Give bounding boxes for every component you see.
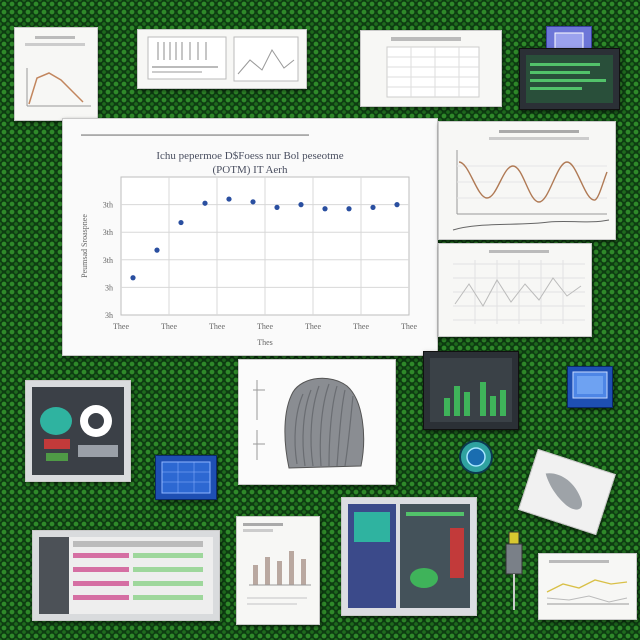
tire-icon xyxy=(253,377,365,469)
dark-bar-chart-card xyxy=(423,351,519,430)
scatter-point xyxy=(130,275,136,281)
x-tick-label: Thee xyxy=(353,322,369,331)
x-tick-label: Thee xyxy=(113,322,129,331)
line-chart-card-right xyxy=(438,121,616,240)
x-tick-label: Thee xyxy=(401,322,417,331)
scatter-plot: Thee Thee Thee Thee Thee Thee Thee 3th 3th 3th 3h 3… xyxy=(80,176,417,347)
table-drawing xyxy=(386,37,480,98)
y-tick-label: 3th xyxy=(103,228,113,237)
chart-title: Ichu pepermoe D$Foess nur Bol peseotme (… xyxy=(63,149,437,177)
x-tick-label: Thee xyxy=(161,322,177,331)
document-strip-drawing xyxy=(147,36,299,82)
y-tick-label: 3th xyxy=(103,256,113,265)
ring-icon xyxy=(458,439,494,475)
scatter-point xyxy=(298,202,304,208)
blue-grid-card xyxy=(155,455,217,500)
poster-card xyxy=(341,497,477,616)
y-tick-label: 3th xyxy=(103,201,113,210)
photo-collage-card xyxy=(25,380,131,482)
x-tick-label: Thee xyxy=(257,322,273,331)
tire-card xyxy=(238,359,396,485)
blue-grid-drawing xyxy=(161,461,211,494)
usb-stick-drawing xyxy=(505,531,523,610)
dark-bar-chart-drawing xyxy=(430,358,512,422)
photo-collage-icon xyxy=(32,387,124,475)
x-axis-label: Thes xyxy=(257,338,273,347)
y-tick-label: 3h xyxy=(105,311,113,320)
bar-document-card xyxy=(236,516,320,625)
scatter-point xyxy=(274,204,280,210)
line-chart-card-bottom-right xyxy=(538,553,637,620)
table-card-bottom-left xyxy=(32,530,220,621)
y-axis-label: Peumsad Sroaspnee xyxy=(80,214,89,278)
blue-monitor-card xyxy=(567,366,613,408)
x-tick-label: Thee xyxy=(305,322,321,331)
usb-stick-icon xyxy=(500,528,526,612)
line-chart-drawing xyxy=(452,130,610,231)
ring-drawing xyxy=(459,440,493,474)
table-card-top-center xyxy=(360,30,502,107)
document-card-top xyxy=(137,29,307,89)
chart-title-line-1: Ichu pepermoe D$Foess nur Bol peseotme xyxy=(156,150,344,162)
scatter-point xyxy=(226,196,232,202)
chart-title-line-2: (POTM) IT Aerh xyxy=(212,164,288,176)
scatter-point xyxy=(322,206,328,212)
scatter-point xyxy=(178,219,184,226)
scatter-point xyxy=(202,200,208,206)
scatter-point xyxy=(154,247,160,253)
scatter-point xyxy=(346,206,352,212)
striped-table-drawing xyxy=(39,537,213,614)
bottom-line-chart-drawing xyxy=(546,560,629,605)
small-graph-card-top-left xyxy=(14,27,98,121)
small-graph-drawing xyxy=(25,36,91,107)
poster-drawing xyxy=(348,504,470,608)
paper-note-card xyxy=(518,448,616,536)
y-tick-label: 3h xyxy=(105,283,113,292)
grid-chart-card-right xyxy=(438,243,592,337)
paper-note-icon xyxy=(545,473,583,510)
bar-document-drawing xyxy=(243,523,311,605)
scatter-point xyxy=(250,199,256,205)
grid-chart-drawing xyxy=(453,250,585,324)
dark-screen-drawing xyxy=(526,55,613,103)
header-text-line: ▬▬▬▬▬▬▬▬▬▬▬▬▬▬▬▬▬▬▬▬▬▬▬▬▬▬▬▬▬▬▬▬▬▬▬▬▬▬ xyxy=(81,132,309,138)
blue-monitor-drawing xyxy=(572,371,608,399)
main-chart-card: ▬▬▬▬▬▬▬▬▬▬▬▬▬▬▬▬▬▬▬▬▬▬▬▬▬▬▬▬▬▬▬▬▬▬▬▬▬▬ I… xyxy=(62,118,438,356)
dark-screen-top-right xyxy=(519,48,620,110)
scatter-point xyxy=(370,204,376,210)
scatter-point xyxy=(394,202,400,208)
x-tick-label: Thee xyxy=(209,322,225,331)
